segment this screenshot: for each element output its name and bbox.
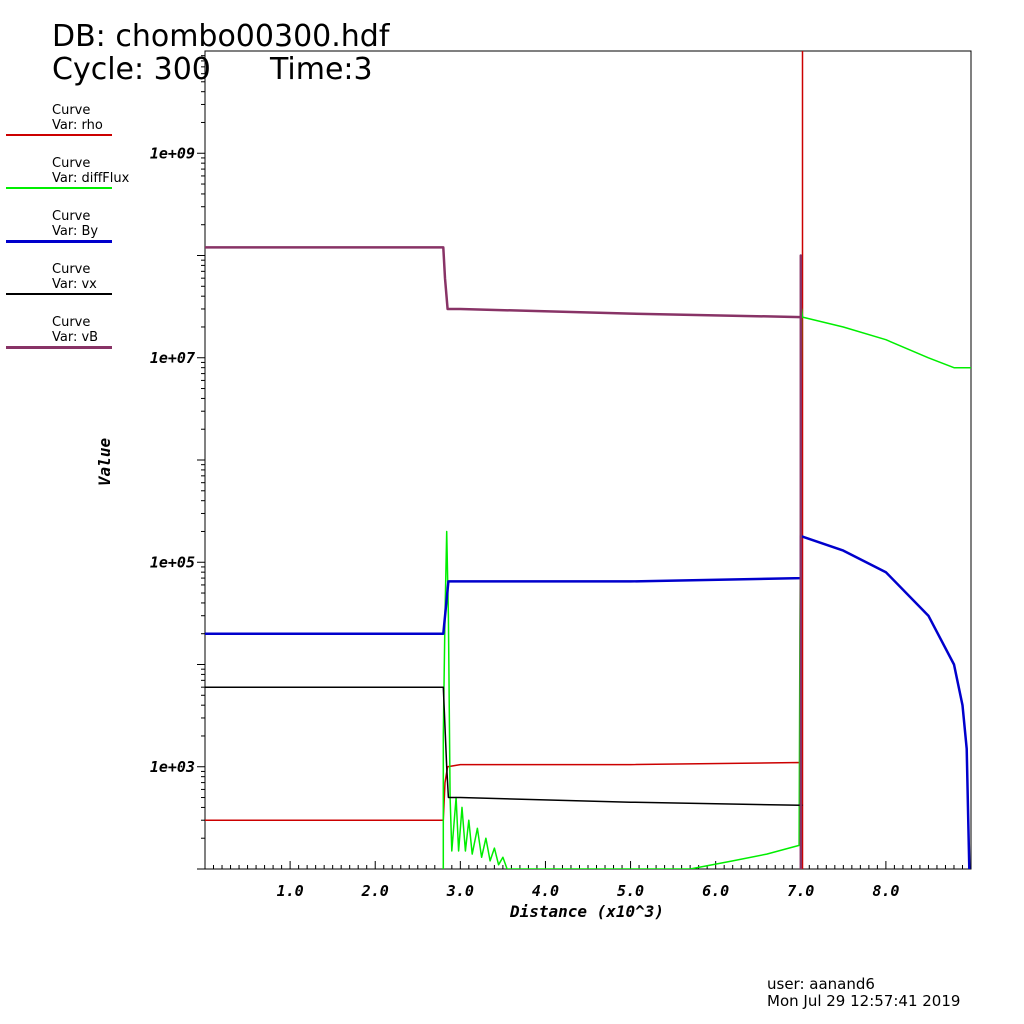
series-line-vx [205,686,803,807]
legend-swatch [6,240,112,243]
x-axis-title: Distance (x10^3) [509,902,664,921]
x-tick-label: 3.0 [446,882,474,900]
legend-swatch [6,134,112,136]
legend-var: Var: vB [52,330,99,345]
legend-kind: Curve [52,315,91,330]
legend-swatch [6,187,112,189]
legend-swatch [6,293,112,295]
db-title: DB: chombo00300.hdf [52,19,390,54]
x-tick-label: 1.0 [277,882,304,900]
y-axis-title: Value [95,438,114,487]
x-tick-label: 5.0 [617,882,644,900]
date-label: Mon Jul 29 12:57:41 2019 [767,992,961,1010]
plot-frame [204,50,972,870]
y-tick-label: 1e+03 [150,758,195,776]
legend-swatch [6,346,112,349]
y-tick-label: 1e+09 [150,144,195,162]
legend-kind: Curve [52,103,91,118]
legend-kind: Curve [52,209,91,224]
time-label: Time:3 [270,52,373,87]
series-line-diffflux [442,308,971,869]
series-line-vb [205,246,803,869]
legend-var: Var: rho [52,118,103,133]
user-label: user: aanand6 [767,975,875,993]
legend-kind: Curve [52,262,91,277]
legend-kind: Curve [52,156,91,171]
x-tick-label: 2.0 [361,882,389,900]
legend-var: Var: diffFlux [52,171,130,186]
x-tick-label: 6.0 [702,882,729,900]
legend-var: Var: vx [52,277,97,292]
y-tick-label: 1e+07 [150,349,195,367]
x-tick-label: 8.0 [872,882,899,900]
y-tick-label: 1e+05 [150,553,195,571]
x-tick-label: 7.0 [787,882,814,900]
cycle-label: Cycle: 300 [52,52,211,87]
series-line-by [205,534,971,869]
x-tick-label: 4.0 [532,882,559,900]
series-line-rho [205,51,804,869]
legend-var: Var: By [52,224,99,239]
